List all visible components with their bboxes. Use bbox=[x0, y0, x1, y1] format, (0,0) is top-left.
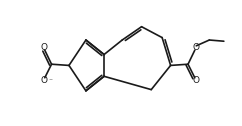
Text: O: O bbox=[40, 43, 47, 52]
Text: O: O bbox=[192, 43, 199, 52]
Text: O: O bbox=[193, 76, 199, 85]
Text: O: O bbox=[40, 76, 47, 85]
Text: ⁻: ⁻ bbox=[48, 76, 52, 85]
